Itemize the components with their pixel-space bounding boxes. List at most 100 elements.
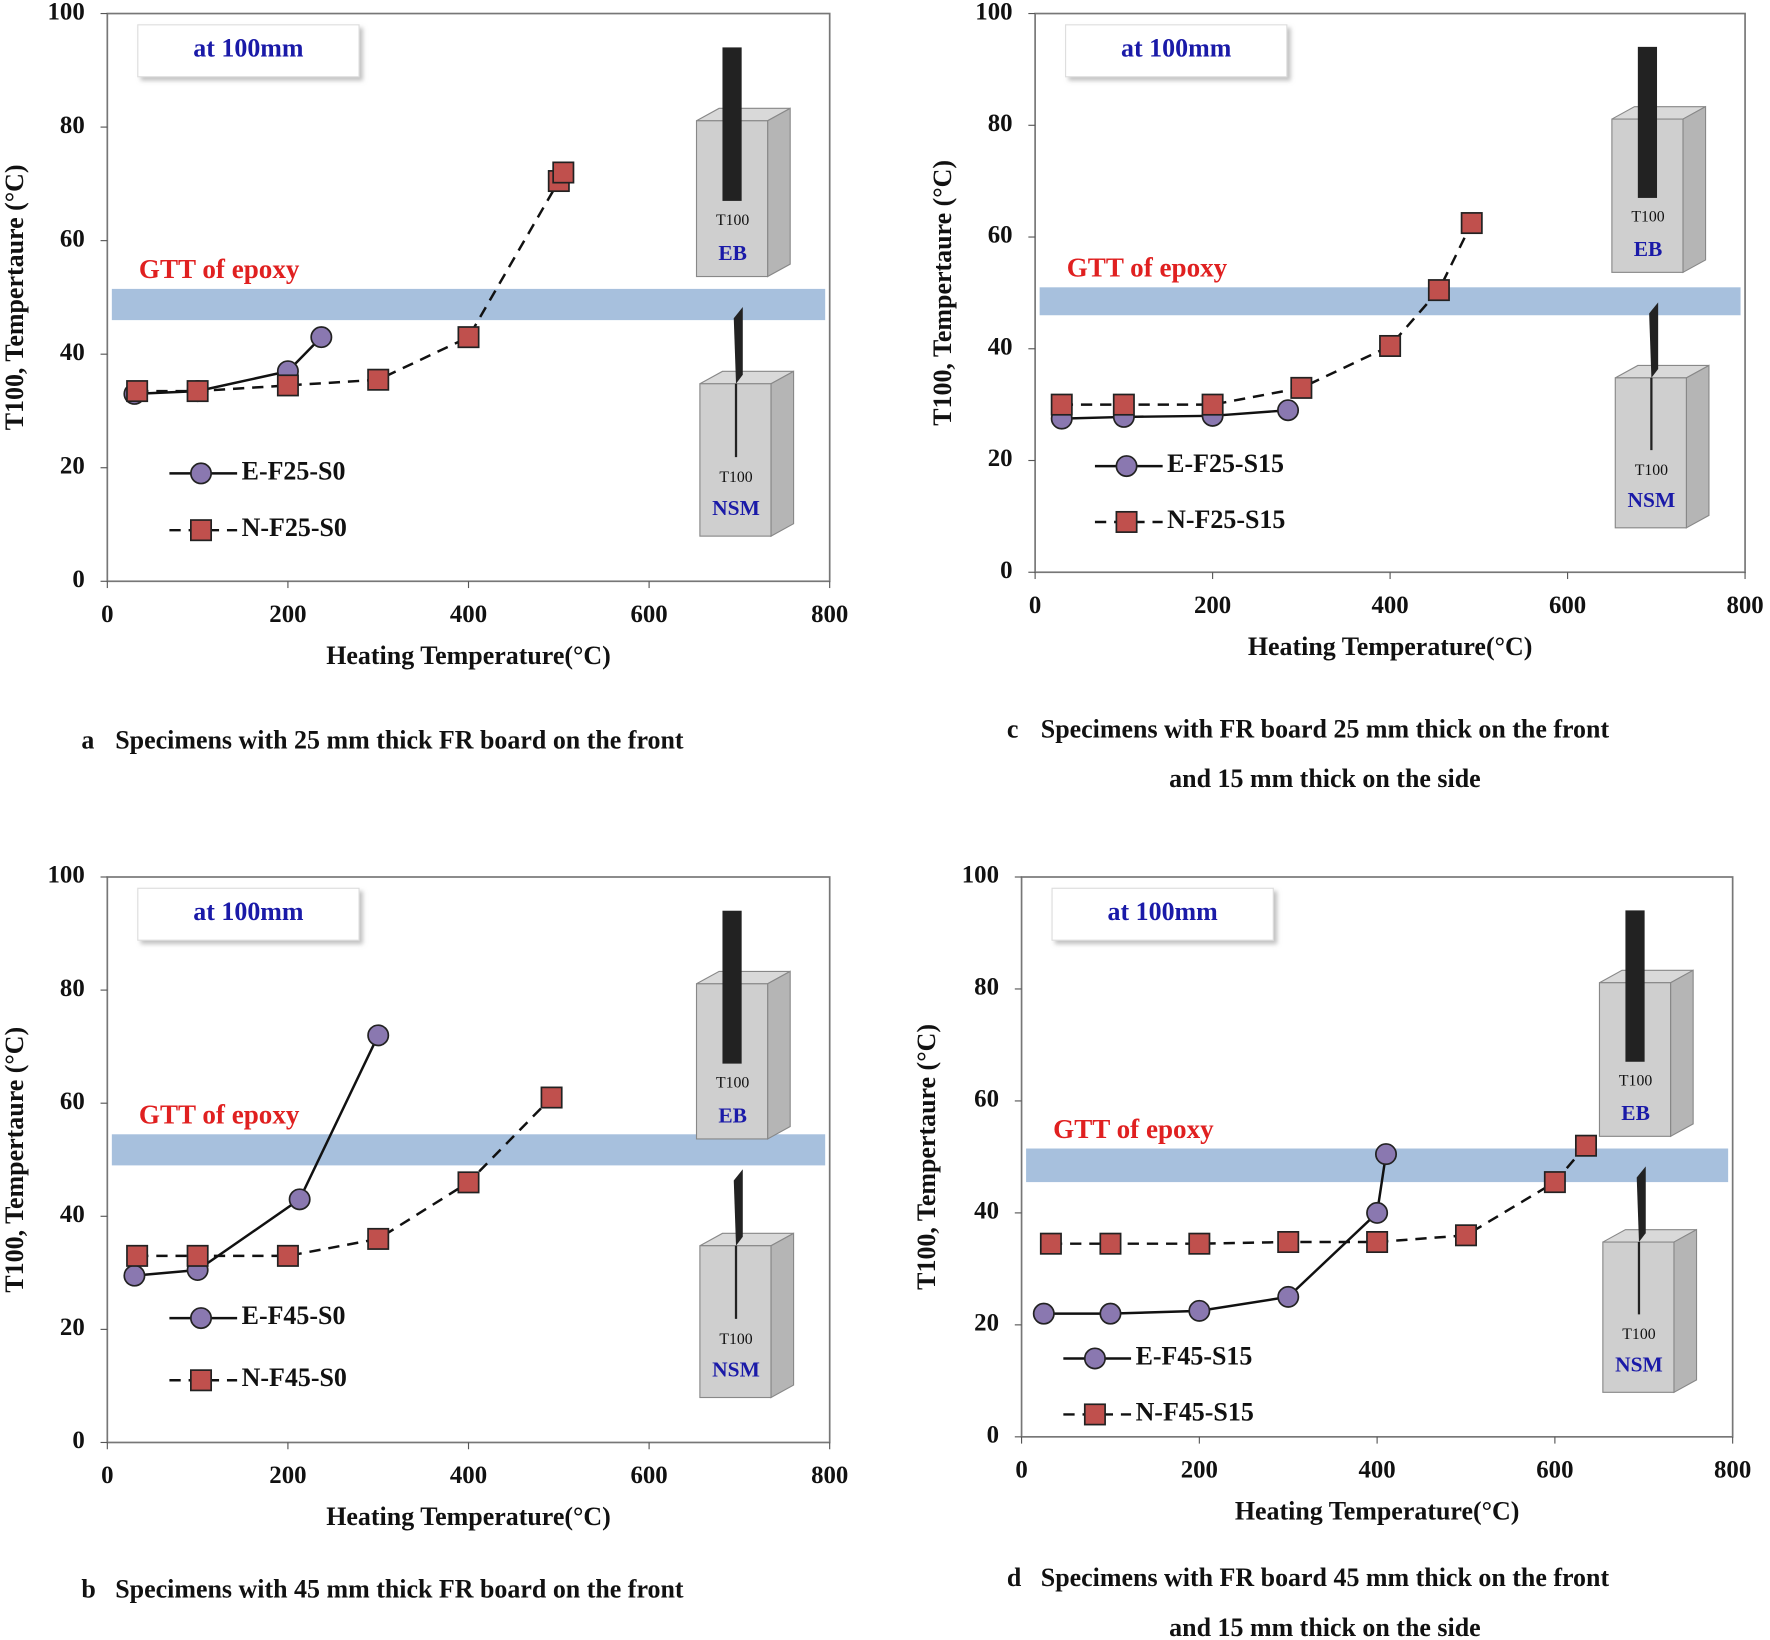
legend-label: N-F25-S0 (242, 513, 347, 542)
point (123, 1264, 146, 1287)
x-axis-label: Heating Temperature(°C) (1235, 1497, 1520, 1526)
block-side (1670, 969, 1694, 1138)
legend-label: N-F45-S15 (1136, 1397, 1254, 1426)
block-side (1685, 364, 1710, 529)
series-line (134, 336, 323, 396)
point (1277, 1285, 1300, 1308)
point (1039, 1232, 1062, 1255)
annotation-box-label: at 100mm (193, 897, 304, 926)
series-line (1061, 408, 1289, 420)
point (276, 1244, 299, 1267)
x-tick-label: 0 (101, 1462, 113, 1489)
y-tick-label: 100 (962, 862, 999, 889)
point (126, 380, 149, 403)
band-label: GTT of epoxy (1053, 1114, 1214, 1144)
point (310, 326, 333, 349)
legend-label: N-F45-S0 (242, 1363, 347, 1392)
x-tick-label: 800 (811, 1462, 848, 1489)
y-tick-label: 60 (988, 222, 1013, 249)
eb-sensor: T100 (716, 1074, 749, 1091)
y-axis-label: T100, Tempertaure (°C) (928, 160, 957, 426)
point (288, 1188, 311, 1211)
caption-label: c (1007, 714, 1019, 743)
x-tick-label: 400 (450, 601, 487, 628)
point (367, 368, 390, 391)
x-axis-label: Heating Temperature(°C) (326, 1502, 611, 1531)
point (1188, 1299, 1211, 1322)
y-tick-label: 40 (988, 333, 1013, 360)
legend-marker (1083, 1403, 1106, 1426)
y-tick-label: 0 (72, 566, 84, 593)
point (1543, 1171, 1566, 1194)
x-tick-label: 200 (269, 1462, 306, 1489)
eb-label: EB (718, 1104, 747, 1128)
y-axis-label: T100, Tempertaure (°C) (912, 1024, 941, 1290)
caption-label: d (1007, 1563, 1022, 1592)
y-tick-label: 0 (987, 1422, 999, 1449)
point (1099, 1302, 1122, 1325)
legend-label: E-F45-S15 (1136, 1341, 1253, 1370)
y-tick-label: 60 (974, 1086, 999, 1113)
legend-label: E-F45-S0 (242, 1301, 346, 1330)
x-tick-label: 200 (269, 601, 306, 628)
point (457, 326, 480, 349)
x-tick-label: 400 (1371, 592, 1408, 619)
eb-sensor: T100 (1619, 1072, 1652, 1089)
band-label: GTT of epoxy (1067, 253, 1228, 283)
nsm-label: NSM (712, 1358, 760, 1382)
eb-sensor: T100 (716, 212, 749, 229)
nsm-label: NSM (1628, 488, 1676, 512)
eb-strip (722, 47, 742, 201)
point (126, 1244, 149, 1267)
point (1112, 393, 1135, 416)
point (1574, 1134, 1597, 1157)
x-tick-label: 200 (1181, 1457, 1218, 1484)
eb-label: EB (718, 241, 747, 265)
nsm-sensor: T100 (1635, 462, 1668, 479)
point (186, 1244, 209, 1267)
annotation-box (1051, 887, 1274, 941)
eb-strip (1625, 910, 1645, 1062)
annotation-box (137, 24, 360, 78)
y-tick-label: 100 (48, 862, 85, 889)
point (1050, 393, 1073, 416)
legend-label: E-F25-S0 (242, 456, 346, 485)
legend-label: N-F25-S15 (1167, 505, 1285, 534)
point (367, 1227, 390, 1250)
caption: Specimens with 45 mm thick FR board on t… (115, 1574, 684, 1603)
caption: Specimens with 25 mm thick FR board on t… (115, 726, 684, 755)
legend-marker (190, 1369, 213, 1392)
caption: Specimens with FR board 25 mm thick on t… (1041, 714, 1610, 743)
band-label: GTT of epoxy (139, 1100, 300, 1130)
caption: and 15 mm thick on the side (1169, 764, 1480, 793)
annotation-box (137, 887, 360, 941)
point (276, 374, 299, 397)
series-line (1050, 1144, 1587, 1245)
point (1032, 1302, 1055, 1325)
y-tick-label: 0 (72, 1427, 84, 1454)
caption: Specimens with FR board 45 mm thick on t… (1041, 1563, 1610, 1592)
x-tick-label: 200 (1194, 592, 1231, 619)
eb-label: EB (1621, 1101, 1650, 1125)
nsm-sensor: T100 (719, 469, 752, 486)
x-tick-label: 800 (1714, 1457, 1751, 1484)
block-side (767, 970, 791, 1140)
eb-strip (722, 910, 742, 1064)
x-tick-label: 0 (1029, 592, 1041, 619)
nsm-strip (733, 307, 743, 384)
legend-marker (1115, 510, 1138, 533)
point (1277, 399, 1300, 422)
point (1201, 393, 1224, 416)
legend-marker (1083, 1347, 1106, 1370)
nsm-sensor: T100 (1622, 1326, 1655, 1343)
point (186, 380, 209, 403)
point (1366, 1201, 1389, 1224)
x-tick-label: 400 (1358, 1457, 1395, 1484)
caption-label: a (81, 726, 94, 755)
point (1460, 212, 1483, 235)
eb-label: EB (1634, 237, 1663, 261)
point (1277, 1231, 1300, 1254)
point (1099, 1232, 1122, 1255)
y-tick-label: 40 (60, 339, 85, 366)
